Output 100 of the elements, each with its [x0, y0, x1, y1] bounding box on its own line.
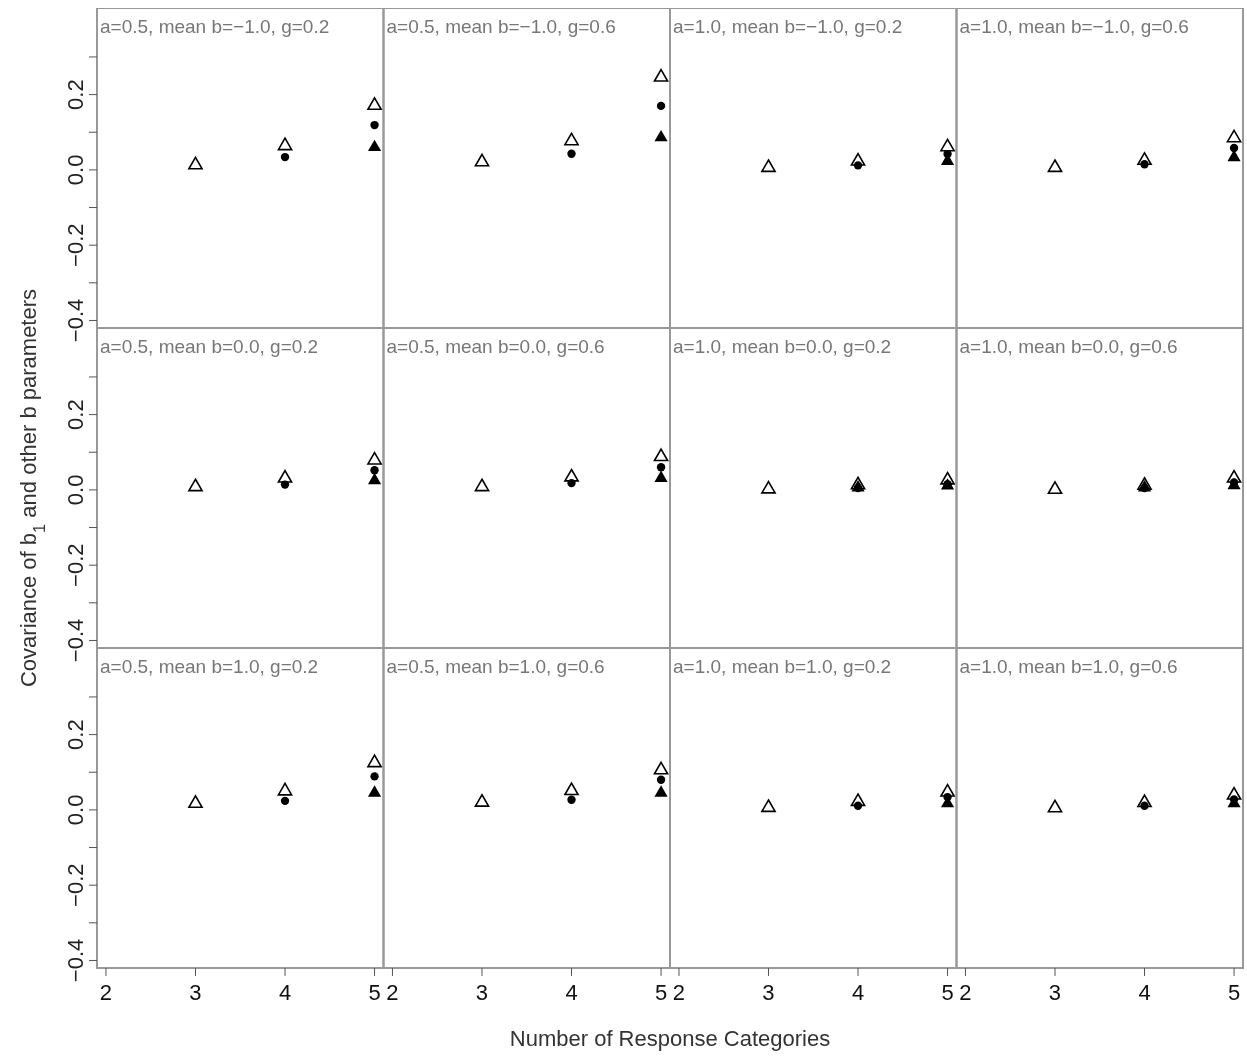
chart-title: a=0.5, mean b=0.0, g=0.2: [100, 336, 319, 357]
point: [277, 469, 293, 483]
point: [654, 129, 668, 142]
point: [1047, 799, 1063, 813]
chart-title: a=1.0, mean b=1.0, g=0.6: [959, 656, 1178, 677]
x-tick-label: 2: [386, 980, 399, 1005]
point: [1047, 481, 1063, 495]
point: [280, 480, 290, 489]
x-tick-label: 4: [1138, 980, 1151, 1005]
point: [188, 478, 203, 492]
chart-title: a=0.5, mean b=0.0, g=0.6: [386, 336, 605, 357]
point: [370, 466, 379, 475]
point: [1047, 159, 1063, 173]
point: [1226, 786, 1242, 800]
y-tick-label: 0.2: [63, 79, 88, 110]
point: [367, 139, 382, 152]
x-tick-label: 3: [762, 980, 775, 1005]
point: [567, 149, 576, 158]
x-tick-label: 4: [851, 980, 865, 1005]
y-tick-label: −0.2: [63, 223, 88, 267]
point: [656, 775, 666, 784]
point: [370, 772, 379, 781]
x-tick-label: 3: [475, 980, 489, 1005]
x-tick-label: 5: [368, 980, 381, 1005]
point: [188, 156, 203, 170]
x-tick-label: 5: [1227, 980, 1241, 1005]
x-tick-label: 2: [959, 980, 972, 1005]
chart-title: a=0.5, mean b=1.0, g=0.2: [100, 656, 319, 677]
point: [1140, 801, 1149, 810]
point: [367, 97, 382, 111]
point: [280, 796, 290, 806]
point: [850, 476, 866, 490]
point: [1229, 143, 1239, 153]
chart-title: a=0.5, mean b=−1.0, g=0.6: [386, 16, 616, 37]
point: [1226, 469, 1242, 483]
y-tick-label: 0.0: [63, 794, 88, 826]
point: [850, 152, 866, 166]
x-tick-label: 2: [672, 980, 686, 1005]
y-tick-label: −0.4: [63, 938, 88, 983]
point: [1137, 794, 1152, 808]
point: [564, 782, 579, 796]
point: [943, 792, 952, 802]
x-tick-label: 3: [1048, 980, 1062, 1005]
point: [850, 793, 866, 807]
point: [367, 451, 382, 465]
chart-title: a=1.0, mean b=1.0, g=0.2: [673, 656, 892, 677]
point: [474, 153, 490, 167]
point: [1137, 152, 1152, 166]
point: [474, 478, 490, 492]
x-tick-label: 4: [278, 980, 292, 1005]
point: [653, 68, 669, 82]
x-tick-label: 2: [99, 980, 113, 1005]
point: [1226, 129, 1242, 143]
y-tick-label: 0.0: [63, 474, 88, 506]
point: [656, 101, 666, 111]
point: [761, 799, 776, 813]
chart-title: a=0.5, mean b=1.0, g=0.6: [386, 656, 605, 677]
y-tick-label: 0.2: [63, 399, 88, 430]
x-tick-label: 4: [565, 980, 578, 1005]
y-tick-label: −0.4: [63, 298, 88, 343]
y-tick-label: −0.2: [63, 863, 88, 907]
point: [367, 472, 382, 485]
chart-title: a=1.0, mean b=0.0, g=0.2: [673, 336, 892, 357]
point: [761, 159, 776, 173]
point: [188, 795, 203, 809]
chart-title: a=0.5, mean b=−1.0, g=0.2: [100, 16, 330, 37]
chart-title: a=1.0, mean b=0.0, g=0.6: [959, 336, 1178, 357]
point: [567, 478, 576, 488]
point: [940, 471, 955, 485]
point: [367, 785, 382, 797]
point: [280, 152, 290, 162]
point: [567, 795, 576, 804]
x-tick-label: 5: [941, 980, 954, 1005]
point: [653, 448, 669, 462]
point: [853, 161, 863, 170]
y-tick-label: −0.2: [63, 543, 88, 587]
point: [654, 470, 668, 482]
point: [1137, 476, 1152, 490]
y-tick-label: 0.2: [63, 719, 88, 750]
point: [654, 785, 668, 797]
point: [853, 801, 863, 810]
x-axis-title: Number of Response Categories: [509, 1026, 831, 1051]
point: [940, 138, 955, 152]
point: [761, 480, 776, 494]
y-tick-label: 0.0: [63, 154, 88, 186]
point: [370, 120, 379, 130]
point: [1140, 160, 1149, 169]
chart-title: a=1.0, mean b=−1.0, g=0.2: [673, 16, 903, 37]
point: [940, 783, 955, 797]
point: [277, 782, 293, 796]
point: [656, 463, 666, 472]
point: [564, 132, 579, 146]
chart-title: a=1.0, mean b=−1.0, g=0.6: [959, 16, 1189, 37]
point: [277, 137, 293, 151]
x-tick-label: 3: [189, 980, 202, 1005]
y-tick-label: −0.4: [63, 618, 88, 663]
x-tick-label: 5: [654, 980, 668, 1005]
point: [367, 754, 382, 768]
point: [564, 468, 579, 482]
point: [474, 793, 490, 807]
